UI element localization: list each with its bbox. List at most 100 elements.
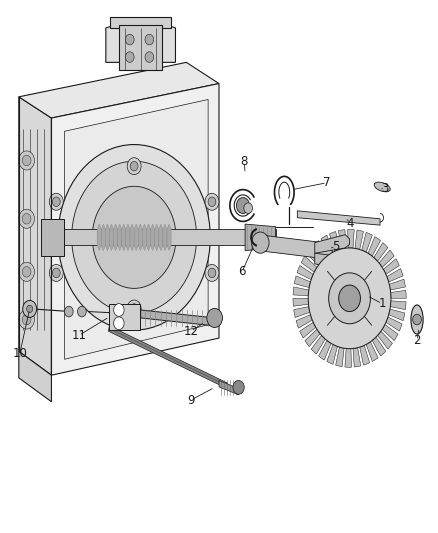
Circle shape bbox=[53, 268, 60, 278]
Circle shape bbox=[125, 34, 134, 45]
Wedge shape bbox=[301, 256, 317, 272]
Circle shape bbox=[53, 197, 60, 206]
Circle shape bbox=[49, 264, 63, 281]
Polygon shape bbox=[106, 224, 110, 251]
Circle shape bbox=[127, 158, 141, 175]
Text: 7: 7 bbox=[323, 176, 331, 189]
Wedge shape bbox=[389, 279, 406, 290]
Wedge shape bbox=[318, 341, 331, 360]
Circle shape bbox=[125, 52, 134, 62]
Text: 3: 3 bbox=[381, 182, 389, 195]
Wedge shape bbox=[383, 259, 399, 274]
Polygon shape bbox=[315, 235, 350, 253]
Circle shape bbox=[308, 248, 391, 349]
Circle shape bbox=[22, 314, 31, 325]
Text: 11: 11 bbox=[71, 329, 86, 342]
Polygon shape bbox=[101, 224, 106, 251]
Wedge shape bbox=[355, 230, 364, 249]
Wedge shape bbox=[372, 337, 386, 356]
Polygon shape bbox=[142, 224, 146, 251]
Polygon shape bbox=[126, 224, 130, 251]
Wedge shape bbox=[345, 349, 351, 367]
Circle shape bbox=[23, 301, 37, 317]
Circle shape bbox=[78, 306, 86, 317]
Polygon shape bbox=[109, 326, 228, 389]
Wedge shape bbox=[293, 298, 308, 306]
Wedge shape bbox=[389, 309, 405, 321]
Polygon shape bbox=[19, 351, 51, 402]
Circle shape bbox=[207, 309, 223, 327]
Polygon shape bbox=[258, 235, 332, 259]
Polygon shape bbox=[141, 310, 215, 326]
Circle shape bbox=[208, 268, 216, 278]
Wedge shape bbox=[391, 290, 406, 298]
Wedge shape bbox=[294, 276, 311, 288]
Wedge shape bbox=[374, 243, 388, 261]
Text: 1: 1 bbox=[378, 297, 386, 310]
Polygon shape bbox=[106, 25, 176, 62]
Circle shape bbox=[114, 317, 124, 329]
Text: 8: 8 bbox=[240, 155, 248, 168]
Wedge shape bbox=[307, 248, 321, 265]
Circle shape bbox=[127, 300, 141, 317]
Circle shape bbox=[244, 203, 253, 214]
Polygon shape bbox=[167, 224, 171, 251]
Circle shape bbox=[49, 193, 63, 210]
Wedge shape bbox=[293, 287, 309, 296]
Wedge shape bbox=[311, 335, 325, 354]
Circle shape bbox=[328, 273, 371, 324]
Text: 10: 10 bbox=[12, 348, 27, 360]
Circle shape bbox=[72, 161, 197, 313]
Wedge shape bbox=[366, 342, 378, 361]
Wedge shape bbox=[379, 250, 394, 268]
Circle shape bbox=[145, 52, 154, 62]
Polygon shape bbox=[113, 224, 118, 251]
Polygon shape bbox=[151, 224, 155, 251]
Circle shape bbox=[27, 305, 33, 313]
Ellipse shape bbox=[374, 182, 390, 192]
Text: 5: 5 bbox=[332, 240, 339, 253]
Polygon shape bbox=[245, 224, 276, 251]
Circle shape bbox=[237, 198, 250, 214]
Ellipse shape bbox=[411, 305, 423, 334]
Circle shape bbox=[114, 304, 124, 317]
Circle shape bbox=[58, 144, 210, 330]
Circle shape bbox=[205, 264, 219, 281]
Polygon shape bbox=[155, 224, 159, 251]
Circle shape bbox=[208, 197, 216, 206]
Polygon shape bbox=[159, 224, 163, 251]
Circle shape bbox=[19, 262, 35, 281]
Circle shape bbox=[19, 151, 35, 170]
Polygon shape bbox=[41, 219, 64, 256]
Wedge shape bbox=[300, 322, 316, 338]
Polygon shape bbox=[146, 224, 151, 251]
Wedge shape bbox=[353, 348, 361, 367]
Polygon shape bbox=[19, 62, 219, 118]
Circle shape bbox=[22, 266, 31, 277]
Wedge shape bbox=[339, 230, 346, 249]
Circle shape bbox=[92, 187, 176, 288]
Text: 12: 12 bbox=[183, 325, 198, 338]
Circle shape bbox=[413, 314, 421, 325]
Circle shape bbox=[339, 285, 360, 312]
Wedge shape bbox=[297, 265, 313, 280]
Polygon shape bbox=[134, 224, 138, 251]
Circle shape bbox=[145, 34, 154, 45]
Wedge shape bbox=[368, 237, 381, 256]
Circle shape bbox=[22, 155, 31, 166]
Wedge shape bbox=[390, 301, 406, 310]
Polygon shape bbox=[45, 229, 276, 245]
Circle shape bbox=[130, 161, 138, 171]
Polygon shape bbox=[119, 25, 162, 70]
Wedge shape bbox=[360, 345, 370, 365]
Polygon shape bbox=[110, 224, 113, 251]
Circle shape bbox=[19, 209, 35, 228]
Text: 6: 6 bbox=[238, 265, 246, 278]
Polygon shape bbox=[118, 224, 122, 251]
Wedge shape bbox=[321, 235, 333, 255]
Polygon shape bbox=[19, 97, 51, 375]
Polygon shape bbox=[122, 224, 126, 251]
Wedge shape bbox=[305, 329, 320, 346]
Wedge shape bbox=[327, 344, 337, 364]
Wedge shape bbox=[348, 229, 354, 248]
